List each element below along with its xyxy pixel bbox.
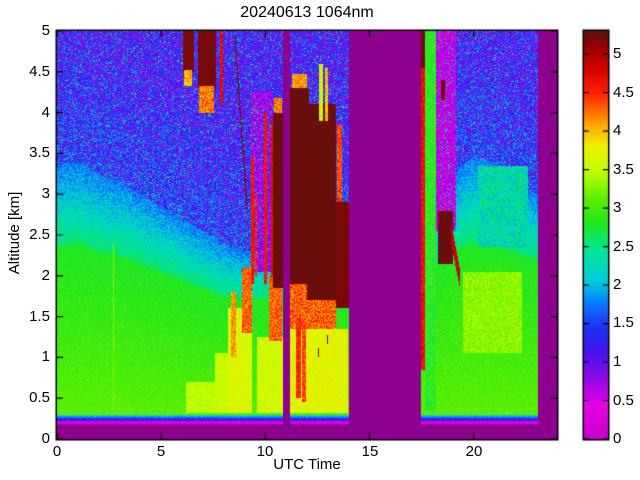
colorbar-tick-label: 4 [613, 122, 622, 139]
y-tick-label: 4.5 [29, 63, 50, 80]
y-tick-label: 1 [41, 348, 50, 365]
y-tick-label: 4 [41, 104, 50, 121]
colorbar-tick-label: 5 [613, 45, 622, 62]
y-tick-label: 2 [41, 267, 50, 284]
y-tick-label: 0 [41, 430, 50, 447]
y-tick-label: 0.5 [29, 389, 50, 406]
x-tick-label: 10 [256, 443, 274, 460]
colorbar-tick-label: 3 [613, 199, 622, 216]
colorbar-tick-label: 4.5 [613, 84, 634, 101]
colorbar-tick-label: 0.5 [613, 392, 634, 409]
colorbar-tick-label: 1.5 [613, 314, 634, 331]
chart-title: 20240613 1064nm [240, 4, 374, 21]
y-tick-label: 3.5 [29, 144, 50, 161]
colorbar-tick-label: 2 [613, 276, 622, 293]
y-tick-label: 3 [41, 185, 50, 202]
colorbar-tick-label: 2.5 [613, 238, 634, 255]
x-tick-label: 0 [52, 443, 62, 460]
x-tick-label: 15 [361, 443, 379, 460]
colorbar-tick-label: 1 [613, 353, 622, 370]
x-axis-label: UTC Time [273, 456, 341, 473]
colorbar-tick-label: 0 [613, 430, 622, 447]
x-tick-label: 20 [465, 443, 483, 460]
y-tick-label: 2.5 [29, 226, 50, 243]
y-tick-label: 1.5 [29, 308, 50, 325]
y-tick-label: 5 [41, 22, 50, 39]
colorbar-tick-label: 3.5 [613, 161, 634, 178]
x-tick-label: 5 [156, 443, 166, 460]
